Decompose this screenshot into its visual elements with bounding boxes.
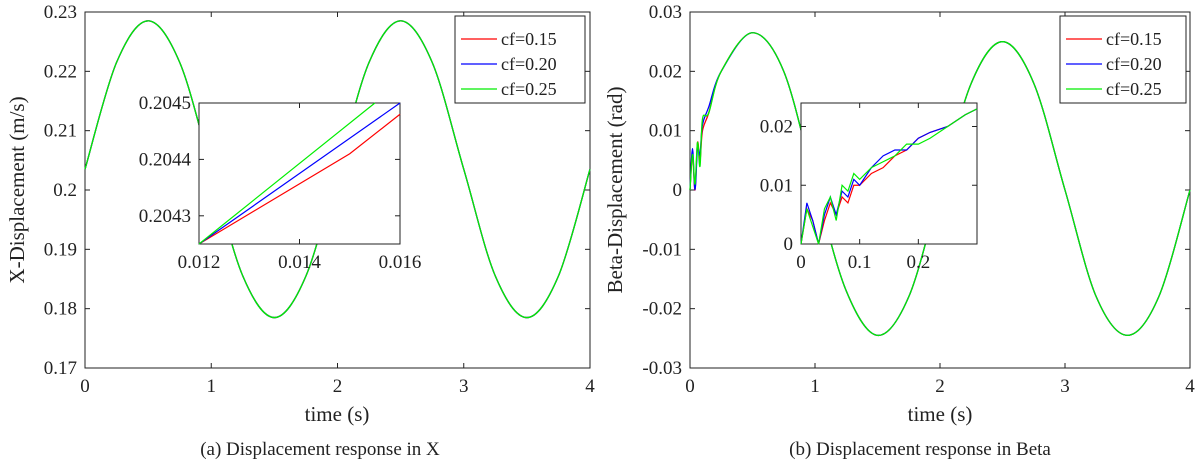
- panel-b-y-tick-label: 0: [673, 180, 683, 201]
- panel-b-legend-label-0: cf=0.15: [1106, 29, 1162, 49]
- panel-b-y-ticks: -0.03 -0.02 -0.01 0 0.01 0.02 0.03: [642, 2, 1190, 379]
- panel-a-x-tick-label: 3: [459, 376, 469, 397]
- panel-a-inset-x-tick-label: 0.016: [379, 252, 422, 273]
- panel-b-legend: cf=0.15 cf=0.20 cf=0.25: [1059, 15, 1187, 104]
- panel-a-inset-series-1-line: [198, 102, 401, 245]
- panel-b-inset-y-tick-label: 0.02: [760, 117, 793, 138]
- panel-a-inset-x-ticks: 0.012 0.014 0.016: [178, 103, 422, 273]
- panel-b-inset-x-tick-label: 0.2: [906, 252, 930, 273]
- panel-b-ylabel: Beta-Displacement (rad): [603, 87, 627, 294]
- panel-a-xlabel: time (s): [305, 402, 370, 426]
- panel-a-legend-label-2: cf=0.25: [501, 79, 557, 99]
- panel-b-y-tick-label: 0.01: [649, 121, 682, 142]
- panel-a-inset-y-tick-label: 0.2043: [139, 206, 191, 227]
- panel-a-ylabel: X-Displacement (m/s): [5, 96, 29, 283]
- panel-b-inset-series-2-line: [800, 108, 978, 245]
- panel-a-caption: (a) Displacement response in X: [200, 439, 440, 460]
- panel-b-xlabel: time (s): [908, 402, 973, 426]
- panel-a-x-tick-label: 2: [333, 376, 343, 397]
- panel-b-x-tick-label: 0: [685, 376, 695, 397]
- panel-b-inset-y-tick-label: 0.01: [760, 175, 793, 196]
- panel-b-caption: (b) Displacement response in Beta: [789, 439, 1051, 460]
- panel-b-series-2-line: [689, 32, 1191, 337]
- panel-b-y-tick-label: -0.02: [642, 299, 682, 320]
- panel-b-y-tick-label: -0.03: [642, 358, 682, 379]
- panel-b-y-tick-label: 0.03: [649, 2, 682, 23]
- panel-b-x-tick-label: 1: [810, 376, 820, 397]
- panel-a: 0 1 2 3 4 0.17 0.18 0.19 0.2 0.21 0.22 0.23 time (…: [5, 2, 595, 460]
- panel-b-inset-lines: [800, 108, 978, 245]
- panel-b-legend-label-1: cf=0.20: [1106, 54, 1162, 74]
- panel-a-inset-lines: [198, 102, 401, 245]
- panel-a-x-tick-label: 0: [80, 376, 90, 397]
- panel-b-inset-x-ticks: 0 0.1 0.2: [796, 103, 930, 273]
- panel-a-y-ticks: 0.17 0.18 0.19 0.2 0.21 0.22 0.23: [44, 2, 590, 379]
- panel-a-inset-x-tick-label: 0.014: [278, 252, 321, 273]
- panel-a-inset-y-ticks: 0.2043 0.2044 0.2045: [139, 93, 400, 227]
- panel-a-inset-y-tick-label: 0.2045: [139, 93, 191, 114]
- panel-b-x-tick-label: 4: [1185, 376, 1195, 397]
- panel-b-y-tick-label: -0.01: [642, 239, 682, 260]
- panel-a-inset-x-tick-label: 0.012: [178, 252, 221, 273]
- panel-a-y-tick-label: 0.22: [44, 61, 77, 82]
- panel-a-x-tick-label: 4: [585, 376, 595, 397]
- panel-b-inset-y-ticks: 0 0.01 0.02: [760, 117, 977, 255]
- panel-a-x-tick-label: 1: [207, 376, 217, 397]
- panel-a-y-tick-label: 0.19: [44, 239, 77, 260]
- panel-a-y-tick-label: 0.23: [44, 2, 77, 23]
- panel-a-legend-label-0: cf=0.15: [501, 29, 557, 49]
- panel-a-x-ticks: 0 1 2 3 4: [80, 12, 595, 397]
- panel-a-y-tick-label: 0.21: [44, 121, 77, 142]
- panel-b-legend-label-2: cf=0.25: [1106, 79, 1162, 99]
- panel-a-legend-label-1: cf=0.20: [501, 54, 557, 74]
- panel-b-inset-x-tick-label: 0: [796, 252, 806, 273]
- panel-b-lines: [689, 32, 1191, 337]
- panel-a-y-tick-label: 0.17: [44, 358, 77, 379]
- panel-b-x-tick-label: 2: [935, 376, 945, 397]
- panel-b: 0 1 2 3 4 -0.03 -0.02 -0.01 0 0.01 0.02 0.03 time …: [603, 2, 1195, 460]
- panel-a-legend: cf=0.15 cf=0.20 cf=0.25: [454, 15, 586, 104]
- panel-a-inset-series-0-line: [198, 113, 401, 245]
- panel-a-y-tick-label: 0.2: [53, 180, 77, 201]
- panel-b-x-tick-label: 3: [1060, 376, 1070, 397]
- panel-b-inset-x-tick-label: 0.1: [848, 252, 872, 273]
- panel-a-y-tick-label: 0.18: [44, 299, 77, 320]
- panel-b-inset-y-tick-label: 0: [784, 234, 794, 255]
- panel-a-inset-y-tick-label: 0.2044: [139, 149, 192, 170]
- panel-a-inset-series-2-line: [198, 102, 376, 245]
- panel-b-y-tick-label: 0.02: [649, 61, 682, 82]
- panel-b-x-ticks: 0 1 2 3 4: [685, 12, 1195, 397]
